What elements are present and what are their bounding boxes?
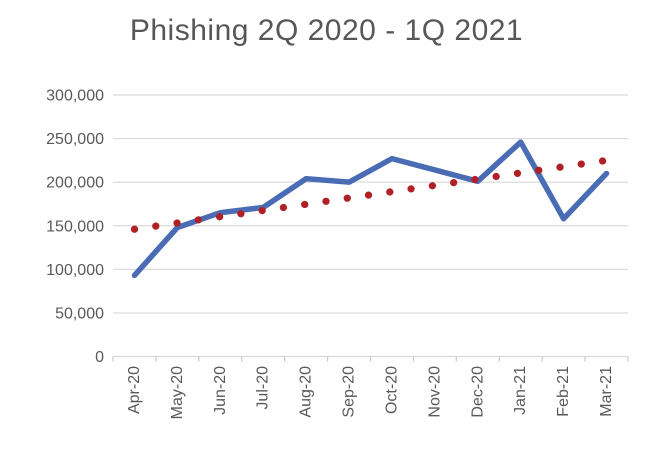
x-tick-label: Jan-21 (512, 366, 529, 415)
y-tick-label: 300,000 (46, 88, 104, 105)
x-tick-label: Mar-21 (598, 366, 615, 417)
y-tick-label: 100,000 (46, 262, 104, 279)
x-labels-group: Apr-20 May-20 Jun-20 Jul-20 Aug-20 Sep-20 Oct-… (126, 366, 615, 419)
phishing-volume-line (131, 139, 610, 279)
x-tick-label: Nov-20 (426, 366, 443, 418)
x-tick-label: Feb-21 (555, 366, 572, 417)
x-tick-label: May-20 (169, 366, 186, 419)
series-group (130, 139, 611, 279)
linear-trendline-line (130, 156, 611, 233)
x-tick-label: Oct-20 (383, 366, 400, 414)
x-tick-label: Aug-20 (298, 366, 315, 418)
x-tick-label: Dec-20 (469, 366, 486, 418)
chart-title: Phishing 2Q 2020 - 1Q 2021 (129, 14, 524, 47)
x-ticks-group (112, 356, 629, 362)
gridlines-group (113, 94, 628, 358)
y-tick-label: 0 (95, 349, 104, 366)
y-tick-label: 50,000 (55, 305, 104, 322)
x-tick-label: Sep-20 (341, 366, 358, 418)
y-tick-label: 150,000 (46, 218, 104, 235)
x-tick-label: Jul-20 (255, 366, 272, 410)
y-tick-label: 200,000 (46, 175, 104, 192)
y-tick-label: 250,000 (46, 131, 104, 148)
x-tick-label: Jun-20 (212, 366, 229, 415)
x-tick-label: Apr-20 (126, 366, 143, 414)
y-labels-group: 0 50,000 100,000 150,000 200,000 250,000 300,0… (46, 88, 104, 367)
